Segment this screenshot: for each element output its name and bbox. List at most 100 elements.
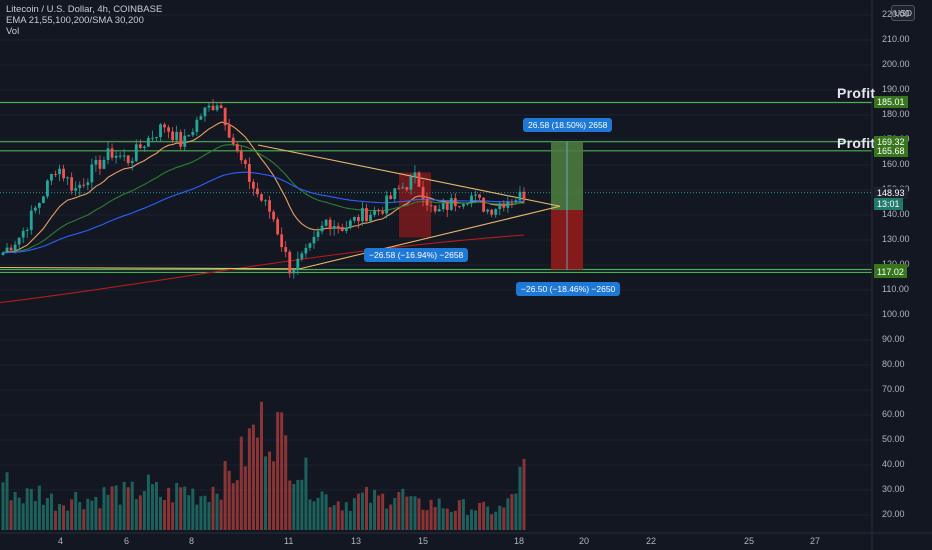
price-tag: 13:01 bbox=[874, 197, 903, 210]
candle-body bbox=[510, 201, 514, 203]
volume-bar bbox=[494, 511, 498, 530]
volume-bar bbox=[445, 508, 449, 530]
candle-body bbox=[421, 186, 425, 199]
candle-body bbox=[462, 204, 465, 207]
volume-bar bbox=[433, 507, 437, 530]
currency-button[interactable]: USD bbox=[891, 5, 915, 21]
candle-body bbox=[284, 247, 288, 252]
volume-bar bbox=[482, 501, 486, 530]
short-box-measure: −26.58 (−16.94%) −2658 bbox=[364, 248, 469, 262]
candle-body bbox=[110, 148, 114, 158]
profit-label-lower: Profit bbox=[837, 135, 876, 151]
volume-bar bbox=[328, 507, 332, 530]
volume-bar bbox=[437, 498, 441, 530]
candle-body bbox=[486, 209, 490, 212]
volume-bar bbox=[381, 493, 385, 530]
candle-body bbox=[90, 164, 94, 183]
candle-body bbox=[211, 105, 215, 111]
volume-bar bbox=[421, 509, 425, 530]
candle-body bbox=[340, 227, 344, 231]
price-tag: 169.32 bbox=[874, 135, 908, 148]
volume-bar bbox=[259, 401, 263, 530]
candle-body bbox=[437, 209, 441, 212]
candle-body bbox=[292, 270, 296, 274]
volume-bar bbox=[425, 510, 429, 530]
volume-bar bbox=[276, 412, 280, 530]
volume-bar bbox=[219, 499, 223, 530]
candle-body bbox=[114, 155, 118, 158]
candle-body bbox=[17, 237, 21, 245]
candle-body bbox=[494, 209, 498, 215]
volume-bar bbox=[243, 466, 247, 530]
candle-body bbox=[316, 231, 320, 238]
candle-body bbox=[183, 135, 187, 147]
candle-body bbox=[134, 144, 138, 162]
volume-bar bbox=[518, 466, 522, 530]
candle-body bbox=[187, 135, 191, 137]
volume-bar bbox=[231, 483, 235, 530]
candle-body bbox=[401, 187, 405, 189]
volume-bar bbox=[90, 500, 94, 530]
price-tag: 148.93 bbox=[874, 186, 908, 199]
time-tick-label: 18 bbox=[514, 536, 525, 546]
volume-bar bbox=[211, 486, 215, 530]
volume-bar bbox=[183, 486, 187, 530]
candle-body bbox=[102, 159, 106, 169]
candle-body bbox=[308, 243, 312, 248]
volume-bar bbox=[486, 506, 490, 530]
volume-bar bbox=[288, 480, 292, 530]
candle-body bbox=[324, 219, 328, 226]
candle-body bbox=[203, 107, 207, 117]
price-tick-label: 50.00 bbox=[882, 434, 905, 444]
candle-body bbox=[348, 220, 352, 228]
candle-body bbox=[405, 187, 409, 190]
candle-body bbox=[441, 203, 445, 210]
price-tick-label: 190.00 bbox=[882, 84, 910, 94]
volume-bar bbox=[360, 492, 364, 530]
volume-bar bbox=[49, 493, 53, 530]
candle-body bbox=[98, 159, 102, 169]
candle-body bbox=[373, 210, 376, 215]
candle-body bbox=[474, 194, 477, 196]
indicator-ema-label[interactable]: EMA 21,55,100,200/SMA 30,200 bbox=[6, 15, 144, 26]
candle-body bbox=[393, 188, 397, 200]
price-tick-label: 210.00 bbox=[882, 34, 910, 44]
volume-bar bbox=[304, 457, 308, 530]
candle-body bbox=[70, 177, 74, 191]
candle-body bbox=[37, 202, 41, 208]
volume-bar bbox=[134, 499, 138, 530]
long-position-measure: 26.58 (18.50%) 2658 bbox=[523, 118, 613, 132]
price-tick-label: 110.00 bbox=[882, 284, 909, 294]
volume-bar bbox=[17, 497, 21, 530]
candle-body bbox=[328, 219, 332, 229]
symbol-title[interactable]: Litecoin / U.S. Dollar, 4h, COINBASE bbox=[6, 4, 163, 15]
volume-bar bbox=[373, 489, 377, 530]
volume-bar bbox=[397, 492, 401, 530]
candle-body bbox=[413, 172, 417, 177]
volume-bar bbox=[110, 486, 114, 530]
candle-body bbox=[498, 203, 502, 210]
candle-body bbox=[252, 181, 255, 189]
volume-bar bbox=[227, 470, 231, 530]
candle-body bbox=[296, 258, 300, 271]
candle-body bbox=[130, 161, 134, 164]
price-tag: 165.68 bbox=[874, 144, 908, 157]
candle-body bbox=[276, 219, 280, 235]
candle-body bbox=[433, 205, 437, 212]
candle-body bbox=[389, 195, 393, 200]
candle-body bbox=[332, 225, 336, 229]
triangle-base-line bbox=[0, 266, 301, 270]
candle-body bbox=[417, 172, 421, 187]
volume-bar bbox=[457, 500, 461, 530]
candle-body bbox=[207, 105, 211, 108]
price-tick-label: 70.00 bbox=[882, 384, 905, 394]
indicator-vol-label[interactable]: Vol bbox=[6, 26, 20, 37]
volume-bar bbox=[312, 501, 316, 530]
volume-bar bbox=[142, 491, 146, 530]
volume-bar bbox=[21, 503, 25, 530]
price-tag: 185.01 bbox=[874, 96, 908, 109]
candle-body bbox=[159, 124, 162, 138]
candle-body bbox=[122, 155, 126, 157]
volume-bar bbox=[510, 494, 514, 530]
